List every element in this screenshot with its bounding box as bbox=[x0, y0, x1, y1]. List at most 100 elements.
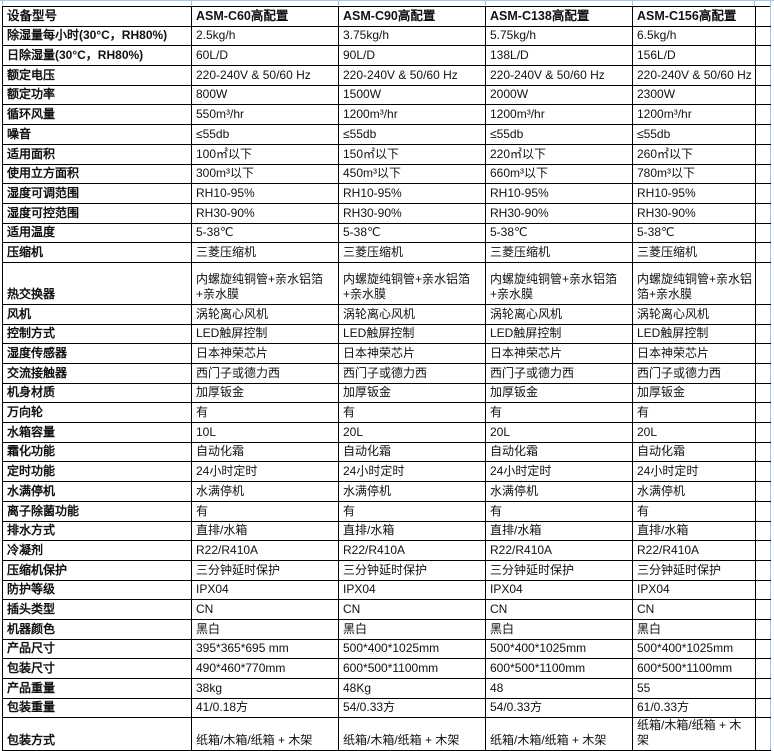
empty-cell[interactable] bbox=[755, 559, 771, 581]
spec-cell[interactable]: 5-38℃ bbox=[338, 222, 486, 244]
empty-cell[interactable] bbox=[755, 25, 771, 47]
spec-row-label[interactable]: 冷凝剂 bbox=[2, 540, 192, 561]
spec-cell[interactable]: 纸箱/木箱/纸箱 + 木架 bbox=[338, 717, 486, 751]
spec-cell[interactable]: 三分钟延时保护 bbox=[191, 559, 339, 581]
spec-cell[interactable]: 日本神荣芯片 bbox=[485, 343, 633, 364]
empty-cell[interactable] bbox=[755, 599, 771, 620]
empty-cell[interactable] bbox=[755, 124, 771, 145]
spec-cell[interactable]: 内螺旋纯铜管+亲水铝箔+亲水膜 bbox=[338, 261, 486, 305]
spec-cell[interactable]: 220-240V & 50/60 Hz bbox=[632, 65, 756, 86]
spec-cell[interactable]: 有 bbox=[632, 500, 756, 522]
spec-cell[interactable]: 水满停机 bbox=[191, 481, 339, 502]
empty-cell[interactable] bbox=[755, 618, 771, 640]
spec-cell[interactable]: 自动化霜 bbox=[191, 441, 339, 463]
spec-row-label[interactable]: 压缩机 bbox=[2, 242, 192, 263]
spec-cell[interactable]: 三分钟延时保护 bbox=[632, 559, 756, 581]
spec-cell[interactable]: 三菱压缩机 bbox=[632, 242, 756, 263]
empty-cell[interactable] bbox=[755, 183, 771, 204]
spec-cell[interactable]: 500*400*1025mm bbox=[338, 638, 486, 660]
spec-cell[interactable]: 24小时定时 bbox=[485, 461, 633, 483]
empty-cell[interactable] bbox=[755, 382, 771, 404]
spec-cell[interactable]: 黑白 bbox=[338, 618, 486, 640]
spec-cell[interactable]: 有 bbox=[485, 500, 633, 522]
spec-cell[interactable]: 有 bbox=[632, 402, 756, 424]
empty-cell[interactable] bbox=[755, 104, 771, 126]
spec-cell[interactable]: 156L/D bbox=[632, 45, 756, 67]
empty-cell[interactable] bbox=[755, 242, 771, 263]
spec-cell[interactable]: LED触屏控制 bbox=[632, 323, 756, 345]
spec-cell[interactable]: 有 bbox=[338, 402, 486, 424]
spec-row-label[interactable]: 水满停机 bbox=[2, 481, 192, 502]
spec-cell[interactable]: 有 bbox=[191, 402, 339, 424]
spec-cell[interactable]: 2300W bbox=[632, 84, 756, 106]
spec-cell[interactable]: CN bbox=[191, 599, 339, 620]
spec-cell[interactable]: 自动化霜 bbox=[338, 441, 486, 463]
spec-cell[interactable]: LED触屏控制 bbox=[485, 323, 633, 345]
empty-cell[interactable] bbox=[755, 6, 771, 27]
empty-cell[interactable] bbox=[755, 678, 771, 699]
spec-cell[interactable]: 1200m³/hr bbox=[485, 104, 633, 126]
spec-cell[interactable]: RH10-95% bbox=[632, 183, 756, 204]
spec-row-label[interactable]: 机器颜色 bbox=[2, 618, 192, 640]
spec-cell[interactable]: 800W bbox=[191, 84, 339, 106]
model-header-asm-c138[interactable]: ASM-C138高配置 bbox=[485, 6, 633, 27]
empty-cell[interactable] bbox=[755, 202, 771, 224]
spec-cell[interactable]: 涡轮离心风机 bbox=[338, 303, 486, 325]
spec-cell[interactable]: 550m³/hr bbox=[191, 104, 339, 126]
spec-cell[interactable]: RH10-95% bbox=[485, 183, 633, 204]
spec-row-label[interactable]: 定时功能 bbox=[2, 461, 192, 483]
spec-row-label[interactable]: 防护等级 bbox=[2, 579, 192, 601]
spec-cell[interactable]: 48 bbox=[485, 678, 633, 699]
spec-row-label[interactable]: 风机 bbox=[2, 303, 192, 325]
spec-cell[interactable]: 660m³以下 bbox=[485, 163, 633, 185]
spec-cell[interactable]: 3.75kg/h bbox=[338, 25, 486, 47]
spec-cell[interactable]: 水满停机 bbox=[338, 481, 486, 502]
spec-cell[interactable]: 54/0.33方 bbox=[485, 697, 633, 719]
spec-cell[interactable]: 内螺旋纯铜管+亲水铝箔+亲水膜 bbox=[632, 261, 756, 305]
empty-cell[interactable] bbox=[755, 261, 771, 305]
spec-cell[interactable]: CN bbox=[485, 599, 633, 620]
spec-cell[interactable]: 90L/D bbox=[338, 45, 486, 67]
spec-cell[interactable]: IPX04 bbox=[338, 579, 486, 601]
spec-cell[interactable]: 24小时定时 bbox=[191, 461, 339, 483]
spec-row-label[interactable]: 产品重量 bbox=[2, 678, 192, 699]
spec-cell[interactable]: 直排/水箱 bbox=[485, 520, 633, 542]
device-model-header[interactable]: 设备型号 bbox=[2, 6, 192, 27]
spec-cell[interactable]: 5.75kg/h bbox=[485, 25, 633, 47]
spec-cell[interactable]: 780m³以下 bbox=[632, 163, 756, 185]
spec-cell[interactable]: 直排/水箱 bbox=[191, 520, 339, 542]
spec-cell[interactable]: 加厚钣金 bbox=[485, 382, 633, 404]
spec-cell[interactable]: 395*365*695 mm bbox=[191, 638, 339, 660]
spec-row-label[interactable]: 霜化功能 bbox=[2, 441, 192, 463]
spec-cell[interactable]: 纸箱/木箱/纸箱 + 木架 bbox=[191, 717, 339, 751]
spec-cell[interactable]: 三菱压缩机 bbox=[191, 242, 339, 263]
spec-cell[interactable]: 三分钟延时保护 bbox=[485, 559, 633, 581]
spec-cell[interactable]: 加厚钣金 bbox=[632, 382, 756, 404]
spec-cell[interactable]: 600*500*1100mm bbox=[338, 658, 486, 679]
spec-row-label[interactable]: 包装方式 bbox=[2, 717, 192, 751]
empty-cell[interactable] bbox=[755, 500, 771, 522]
spec-cell[interactable]: 自动化霜 bbox=[485, 441, 633, 463]
spec-cell[interactable]: 日本神荣芯片 bbox=[191, 343, 339, 364]
spec-row-label[interactable]: 产品尺寸 bbox=[2, 638, 192, 660]
empty-cell[interactable] bbox=[755, 697, 771, 719]
spec-cell[interactable]: R22/R410A bbox=[632, 540, 756, 561]
spec-row-label[interactable]: 额定功率 bbox=[2, 84, 192, 106]
model-header-asm-c90[interactable]: ASM-C90高配置 bbox=[338, 6, 486, 27]
empty-cell[interactable] bbox=[755, 461, 771, 483]
empty-cell[interactable] bbox=[755, 303, 771, 325]
spec-cell[interactable]: 600*500*1100mm bbox=[632, 658, 756, 679]
spec-cell[interactable]: 加厚钣金 bbox=[191, 382, 339, 404]
empty-cell[interactable] bbox=[755, 343, 771, 364]
spec-cell[interactable]: IPX04 bbox=[632, 579, 756, 601]
spec-cell[interactable]: 涡轮离心风机 bbox=[485, 303, 633, 325]
empty-cell[interactable] bbox=[755, 222, 771, 244]
spec-cell[interactable]: 涡轮离心风机 bbox=[632, 303, 756, 325]
spec-cell[interactable]: RH30-90% bbox=[191, 202, 339, 224]
spec-cell[interactable]: ≤55db bbox=[485, 124, 633, 145]
spec-cell[interactable]: 450m³以下 bbox=[338, 163, 486, 185]
empty-cell[interactable] bbox=[755, 658, 771, 679]
spec-cell[interactable]: 5-38℃ bbox=[191, 222, 339, 244]
spec-row-label[interactable]: 除湿量每小时(30°C，RH80%) bbox=[2, 25, 192, 47]
spec-cell[interactable]: 24小时定时 bbox=[338, 461, 486, 483]
